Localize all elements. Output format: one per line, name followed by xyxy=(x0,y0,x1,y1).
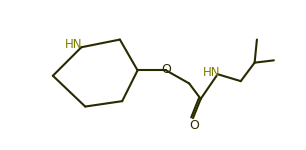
Text: O: O xyxy=(161,63,171,76)
Text: HN: HN xyxy=(65,38,82,51)
Text: O: O xyxy=(190,119,200,132)
Text: HN: HN xyxy=(203,66,220,79)
